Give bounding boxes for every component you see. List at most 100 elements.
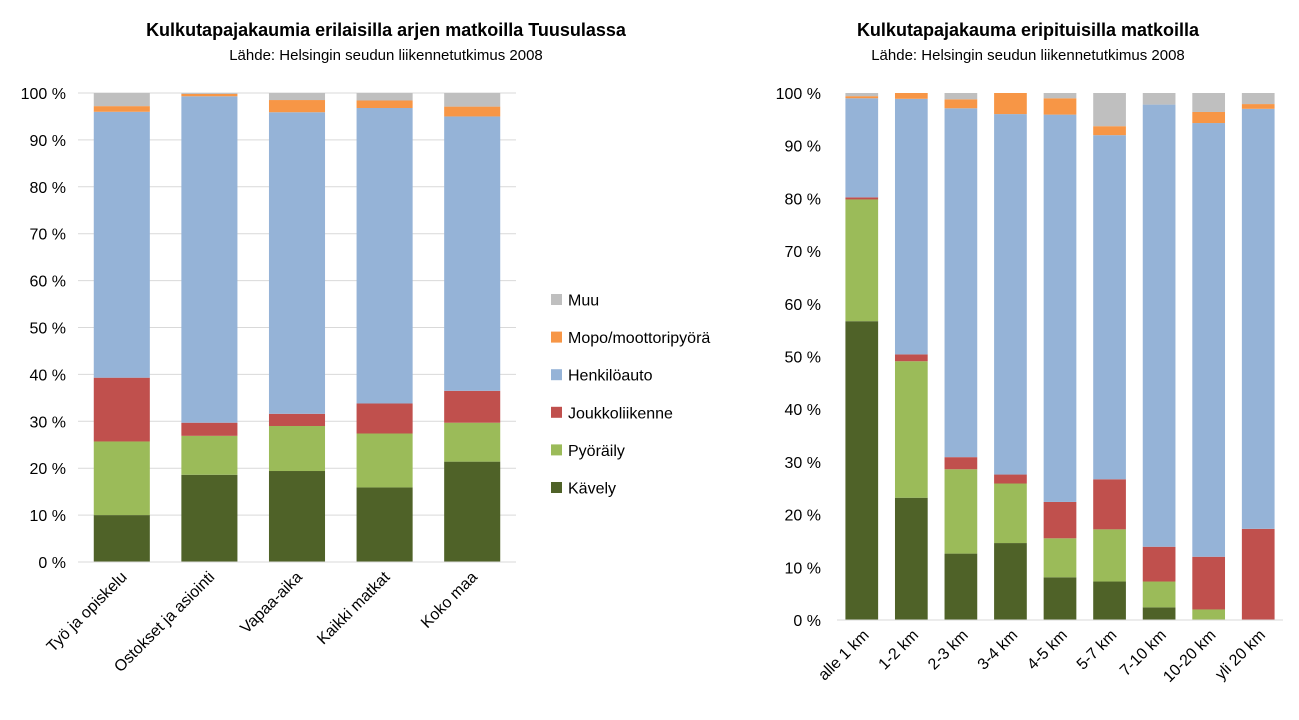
right-bar-alle-1-km-joukkoliikenne bbox=[845, 197, 879, 200]
right-y-tick-label: 10 % bbox=[785, 560, 821, 577]
left-bar-kaikki-matkat-mopo-moottoripyora bbox=[356, 100, 413, 109]
right-bar-yli-20-km-joukkoliikenne bbox=[1241, 528, 1275, 620]
right-bar-4-5-km-henkiloauto bbox=[1043, 114, 1077, 502]
chart-right-subtitle: Lähde: Helsingin seudun liikennetutkimus… bbox=[871, 47, 1185, 64]
right-bar-7-10-km-kavely bbox=[1142, 607, 1176, 620]
legend-swatch-kavely bbox=[551, 482, 562, 493]
chart-left-subtitle: Lähde: Helsingin seudun liikennetutkimus… bbox=[229, 47, 543, 64]
left-y-tick-label: 60 % bbox=[30, 274, 66, 291]
right-bar-2-3-km-muu bbox=[944, 93, 978, 100]
right-y-tick-label: 30 % bbox=[785, 455, 821, 472]
legend-swatch-joukkoliikenne bbox=[551, 406, 562, 418]
right-bar-1-2-km-kavely bbox=[894, 497, 928, 620]
right-bar-10-20-km-muu bbox=[1192, 93, 1226, 112]
left-bar-ostokset-ja-asiointi-kavely bbox=[181, 474, 238, 562]
left-bar-tyo-ja-opiskelu-kavely bbox=[93, 515, 150, 562]
left-bar-kaikki-matkat-kavely bbox=[356, 487, 413, 562]
right-y-tick-label: 40 % bbox=[785, 402, 821, 419]
legend-label-joukkoliikenne: Joukkoliikenne bbox=[568, 405, 673, 422]
left-y-tick-label: 80 % bbox=[30, 180, 66, 197]
left-bar-tyo-ja-opiskelu-joukkoliikenne bbox=[93, 377, 150, 442]
chart-left: Kulkutapajakaumia erilaisilla arjen matk… bbox=[21, 20, 627, 676]
right-category-label: 4-5 km bbox=[1024, 627, 1071, 674]
left-bar-vapaa-aika-kavely bbox=[268, 471, 326, 562]
right-bar-7-10-km-pyoraily bbox=[1142, 581, 1176, 608]
right-bar-5-7-km-muu bbox=[1093, 93, 1126, 127]
left-bar-tyo-ja-opiskelu-muu bbox=[93, 93, 150, 107]
left-bar-kaikki-matkat-muu bbox=[356, 93, 413, 101]
left-bar-vapaa-aika-pyoraily bbox=[268, 425, 326, 472]
right-bar-3-4-km-mopo-moottoripyora bbox=[994, 93, 1027, 115]
right-bar-7-10-km-muu bbox=[1142, 93, 1176, 105]
right-bar-alle-1-km-mopo-moottoripyora bbox=[845, 96, 879, 99]
right-bar-yli-20-km-muu bbox=[1241, 93, 1275, 105]
right-bar-4-5-km-pyoraily bbox=[1043, 538, 1077, 578]
right-bar-alle-1-km-kavely bbox=[845, 321, 879, 620]
legend-swatch-muu bbox=[551, 294, 562, 305]
right-bar-1-2-km-henkiloauto bbox=[894, 98, 928, 355]
left-bar-vapaa-aika-henkiloauto bbox=[268, 112, 326, 414]
right-category-label: 2-3 km bbox=[925, 627, 972, 674]
left-y-tick-label: 100 % bbox=[21, 86, 66, 103]
legend-swatch-henkiloauto bbox=[551, 369, 562, 381]
left-y-tick-label: 90 % bbox=[30, 133, 66, 150]
left-bar-vapaa-aika-joukkoliikenne bbox=[268, 413, 326, 426]
right-bar-5-7-km-joukkoliikenne bbox=[1093, 479, 1126, 530]
left-bar-koko-maa-kavely bbox=[444, 461, 501, 562]
left-y-tick-label: 30 % bbox=[30, 414, 66, 431]
left-bar-ostokset-ja-asiointi-joukkoliikenne bbox=[181, 422, 238, 436]
right-y-tick-label: 50 % bbox=[785, 350, 821, 367]
right-bar-7-10-km-henkiloauto bbox=[1142, 104, 1176, 547]
right-bar-3-4-km-pyoraily bbox=[994, 483, 1027, 544]
left-bar-tyo-ja-opiskelu-henkiloauto bbox=[93, 111, 150, 378]
right-category-label: 5-7 km bbox=[1074, 627, 1121, 674]
legend-label-kavely: Kävely bbox=[568, 481, 616, 498]
right-bar-alle-1-km-pyoraily bbox=[845, 199, 879, 322]
right-bar-2-3-km-pyoraily bbox=[944, 469, 978, 554]
right-y-tick-label: 90 % bbox=[785, 139, 821, 156]
right-category-label: alle 1 km bbox=[815, 627, 872, 684]
left-bar-koko-maa-mopo-moottoripyora bbox=[444, 106, 501, 117]
right-category-label: 10-20 km bbox=[1160, 627, 1219, 686]
left-category-label: Vapaa-aika bbox=[237, 569, 305, 637]
right-bar-alle-1-km-henkiloauto bbox=[845, 98, 879, 198]
left-category-label: Työ ja opiskelu bbox=[44, 569, 131, 656]
left-bar-vapaa-aika-mopo-moottoripyora bbox=[268, 100, 326, 113]
left-bar-ostokset-ja-asiointi-henkiloauto bbox=[181, 96, 238, 423]
left-bar-ostokset-ja-asiointi-muu bbox=[181, 93, 238, 94]
left-category-label: Ostokset ja asiointi bbox=[111, 569, 218, 676]
right-bar-7-10-km-joukkoliikenne bbox=[1142, 546, 1176, 582]
left-bar-koko-maa-pyoraily bbox=[444, 422, 501, 462]
left-bar-kaikki-matkat-joukkoliikenne bbox=[356, 403, 413, 434]
right-bar-yli-20-km-henkiloauto bbox=[1241, 108, 1275, 529]
right-bar-5-7-km-pyoraily bbox=[1093, 529, 1126, 582]
left-y-tick-label: 40 % bbox=[30, 367, 66, 384]
right-bar-1-2-km-mopo-moottoripyora bbox=[894, 93, 928, 99]
right-bar-10-20-km-joukkoliikenne bbox=[1192, 556, 1226, 610]
chart-left-title: Kulkutapajakaumia erilaisilla arjen matk… bbox=[146, 20, 627, 40]
right-bar-10-20-km-henkiloauto bbox=[1192, 123, 1226, 557]
right-bar-4-5-km-kavely bbox=[1043, 577, 1077, 620]
right-y-tick-label: 20 % bbox=[785, 508, 821, 525]
right-category-label: 3-4 km bbox=[975, 627, 1022, 674]
left-bar-tyo-ja-opiskelu-pyoraily bbox=[93, 441, 150, 516]
right-bar-3-4-km-henkiloauto bbox=[994, 114, 1027, 475]
legend: Muu Mopo/moottoripyörä Henkilöauto Joukkoli… bbox=[551, 293, 710, 498]
right-bar-4-5-km-muu bbox=[1043, 93, 1077, 99]
right-bar-1-2-km-joukkoliikenne bbox=[894, 354, 928, 362]
right-y-tick-label: 0 % bbox=[793, 613, 821, 630]
left-y-tick-label: 70 % bbox=[30, 227, 66, 244]
legend-label-mopo-moottoripyora: Mopo/moottoripyörä bbox=[568, 330, 710, 347]
chart-right: Kulkutapajakauma eripituisilla matkoilla… bbox=[776, 20, 1283, 686]
right-bar-2-3-km-joukkoliikenne bbox=[944, 457, 978, 470]
right-category-label: 1-2 km bbox=[876, 627, 923, 674]
right-bar-2-3-km-mopo-moottoripyora bbox=[944, 99, 978, 109]
right-category-label: yli 20 km bbox=[1212, 627, 1269, 684]
left-y-tick-label: 50 % bbox=[30, 321, 66, 338]
legend-swatch-pyoraily bbox=[551, 444, 562, 456]
left-bar-koko-maa-muu bbox=[444, 93, 501, 107]
right-bar-5-7-km-kavely bbox=[1093, 581, 1126, 620]
right-y-tick-label: 60 % bbox=[785, 297, 821, 314]
right-bar-4-5-km-joukkoliikenne bbox=[1043, 501, 1077, 539]
